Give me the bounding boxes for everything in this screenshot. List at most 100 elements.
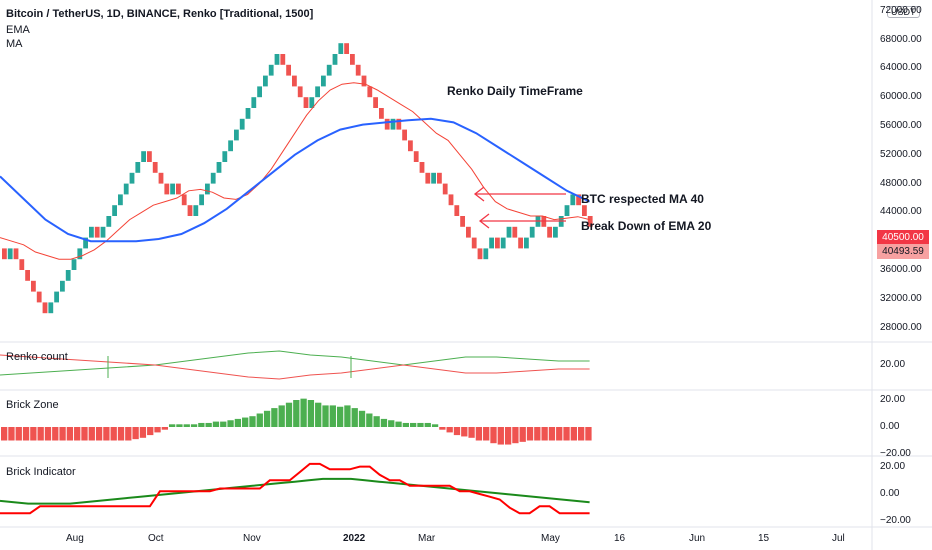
brick-zone-bar <box>271 408 278 427</box>
renko-brick <box>587 216 593 227</box>
ema-line <box>0 82 590 260</box>
pane-renko-count-title: Renko count <box>6 351 68 363</box>
renko-brick <box>152 162 158 173</box>
brick-zone-bar <box>373 416 380 427</box>
brick-zone-bar <box>424 422 431 427</box>
renko-brick <box>576 194 581 206</box>
ema-value-badge: 40493.59 <box>877 244 929 259</box>
renko-brick <box>65 270 71 281</box>
renko-brick <box>158 172 164 184</box>
renko-brick <box>263 75 268 87</box>
brick-zone-bar <box>410 422 417 427</box>
brick-zone-bar <box>234 418 242 427</box>
renko-brick <box>442 183 448 195</box>
brick-zone-bar <box>168 424 176 427</box>
renko-brick <box>129 172 135 184</box>
brick-zone-tick: 20.00 <box>880 394 906 405</box>
renko-brick <box>292 75 297 87</box>
brick-zone-bar <box>1 427 8 441</box>
renko-brick <box>495 237 500 249</box>
renko-brick <box>350 54 355 65</box>
brick-zone-bar <box>30 427 37 441</box>
brick-zone-bar <box>88 427 95 441</box>
renko-brick <box>379 108 384 119</box>
brick-zone-bar <box>585 427 592 441</box>
brick-indicator-tick: −20.00 <box>880 515 911 527</box>
brick-zone-bar <box>512 427 519 444</box>
brick-zone-bar <box>95 427 103 441</box>
time-tick: Oct <box>148 533 164 544</box>
price-tick: 32000.00 <box>880 292 922 304</box>
brick-zone-bar <box>22 427 30 441</box>
brick-zone-bar <box>242 417 249 427</box>
renko-brick <box>390 118 396 130</box>
brick-zone-bar <box>198 422 205 427</box>
brick-indicator-red <box>0 462 590 515</box>
renko-brick <box>48 302 54 314</box>
renko-brick <box>518 237 523 249</box>
renko-brick <box>36 291 42 303</box>
annotation-ema20: Break Down of EMA 20 <box>581 219 712 233</box>
brick-zone-bar <box>227 420 234 427</box>
renko-brick <box>89 226 94 238</box>
brick-zone-bar <box>497 427 504 445</box>
brick-zone-bar <box>358 410 366 427</box>
brick-zone-bar <box>380 418 388 427</box>
brick-zone-bar <box>329 405 336 427</box>
brick-zone-bar <box>117 427 125 441</box>
renko-brick <box>297 86 303 98</box>
annotation-timeframe: Renko Daily TimeFrame <box>447 84 583 98</box>
renko-brick <box>506 226 512 238</box>
brick-zone-bar <box>212 421 220 427</box>
renko-brick <box>321 75 326 87</box>
brick-zone-bar <box>563 427 570 441</box>
renko-brick <box>489 237 494 249</box>
brick-zone-bar <box>8 427 15 441</box>
renko-brick <box>60 280 65 292</box>
arrow-ema20-head <box>478 213 490 229</box>
renko-brick <box>454 205 460 216</box>
renko-brick <box>425 172 431 184</box>
renko-brick <box>19 259 25 270</box>
brick-zone-bar <box>366 413 373 427</box>
brick-zone-bar <box>37 427 44 441</box>
price-tick: 56000.00 <box>880 120 922 131</box>
ma-line <box>0 117 591 243</box>
price-tick: 28000.00 <box>880 321 922 333</box>
brick-zone-bar <box>336 406 344 427</box>
legend-ema[interactable]: EMA <box>6 24 30 36</box>
brick-zone-tick: 0.00 <box>880 421 900 432</box>
brick-indicator-green <box>0 477 590 505</box>
renko-brick <box>500 237 506 249</box>
brick-zone-bar <box>431 424 439 427</box>
time-tick: Mar <box>418 533 436 544</box>
sub-panes <box>0 350 592 515</box>
renko-brick <box>7 248 13 260</box>
brick-zone-bar <box>577 427 585 441</box>
brick-zone-bar <box>81 427 88 441</box>
renko-brick <box>123 183 129 195</box>
renko-brick <box>570 194 576 206</box>
brick-zone-bar <box>52 427 59 441</box>
brick-zone-bar <box>103 427 110 441</box>
legend-ma[interactable]: MA <box>6 38 23 50</box>
brick-zone-bar <box>300 398 307 427</box>
renko-count-tick: 20.00 <box>880 359 906 370</box>
brick-zone-bar <box>322 405 329 427</box>
currency-badge[interactable]: USDT <box>887 6 920 18</box>
renko-brick <box>413 151 419 162</box>
renko-brick <box>112 205 117 216</box>
renko-brick <box>268 64 274 76</box>
price-tick: 36000.00 <box>880 264 922 275</box>
brick-zone-bar <box>176 424 183 427</box>
renko-brick <box>54 291 59 303</box>
time-tick: 15 <box>758 533 770 544</box>
renko-brick <box>181 194 187 206</box>
price-tick: 72000.00 <box>880 4 922 16</box>
brick-zone-bar <box>439 427 446 430</box>
brick-zone-bar <box>534 427 541 441</box>
time-tick: Aug <box>66 533 84 544</box>
brick-zone-bar <box>344 405 351 427</box>
renko-brick <box>332 54 338 65</box>
